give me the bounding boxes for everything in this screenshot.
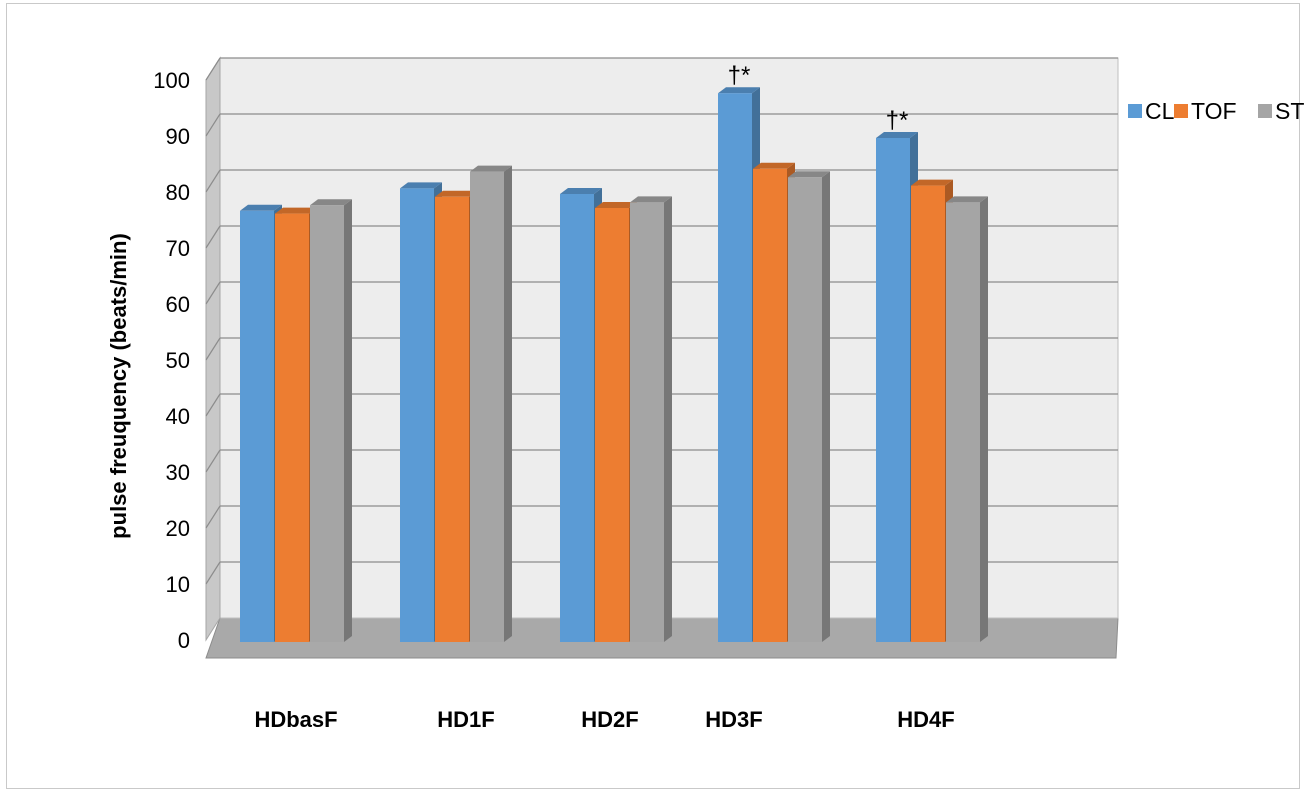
y-tick-label: 40 (166, 404, 190, 429)
y-tick-label: 90 (166, 124, 190, 149)
gridline-depth (205, 505, 221, 529)
gridline-depth (205, 449, 221, 473)
legend-item-ST: ST (1258, 98, 1304, 124)
legend-swatch (1174, 104, 1188, 118)
legend-label: ST (1275, 98, 1304, 124)
y-tick-label: 20 (166, 516, 190, 541)
x-category-label: HD3F (705, 707, 762, 732)
legend-label: TOF (1191, 98, 1237, 124)
legend-item-CL: CL (1128, 98, 1175, 124)
y-tick-label: 80 (166, 180, 190, 205)
y-tick-label: 100 (153, 68, 190, 93)
legend-item-TOF: TOF (1174, 98, 1237, 124)
x-category-label: HDbasF (254, 707, 337, 732)
x-axis-categories: HDbasF HD1F HD2F HD3F HD4F (254, 707, 954, 732)
gridline-depth (205, 393, 221, 417)
bar-ST-HD2F (630, 196, 672, 642)
gridline-depth (205, 281, 221, 305)
significance-annotation: †* (728, 62, 751, 89)
bar-ST-HD4F (946, 196, 988, 642)
y-tick-label: 60 (166, 292, 190, 317)
y-tick-label: 0 (178, 628, 190, 653)
gridline-depth (205, 561, 221, 585)
y-tick-label: 30 (166, 460, 190, 485)
y-tick-label: 70 (166, 236, 190, 261)
significance-annotation: †* (886, 107, 909, 134)
y-axis-label: pulse freuquency (beats/min) (106, 233, 131, 539)
bars (240, 87, 988, 643)
gridline-depth (205, 225, 221, 249)
x-category-label: HD4F (897, 707, 954, 732)
y-tick-label: 10 (166, 572, 190, 597)
gridline-depth (205, 57, 221, 81)
y-tick-label: 50 (166, 348, 190, 373)
legend-swatch (1128, 104, 1142, 118)
annotations: †* †* (728, 62, 909, 134)
legend: CL TOF ST (1128, 98, 1304, 124)
bar-ST-HD3F (788, 171, 830, 642)
gridline-depth (205, 113, 221, 137)
x-category-label: HD1F (437, 707, 494, 732)
x-category-label: HD2F (581, 707, 638, 732)
y-axis-ticks: 0 10 20 30 40 50 60 70 80 90 100 (153, 68, 190, 653)
gridline-depth (205, 169, 221, 193)
bar-ST-HDbasF (310, 199, 352, 642)
gridline-depth (205, 337, 221, 361)
bar-ST-HD1F (470, 165, 512, 642)
legend-swatch (1258, 104, 1272, 118)
legend-label: CL (1145, 98, 1175, 124)
